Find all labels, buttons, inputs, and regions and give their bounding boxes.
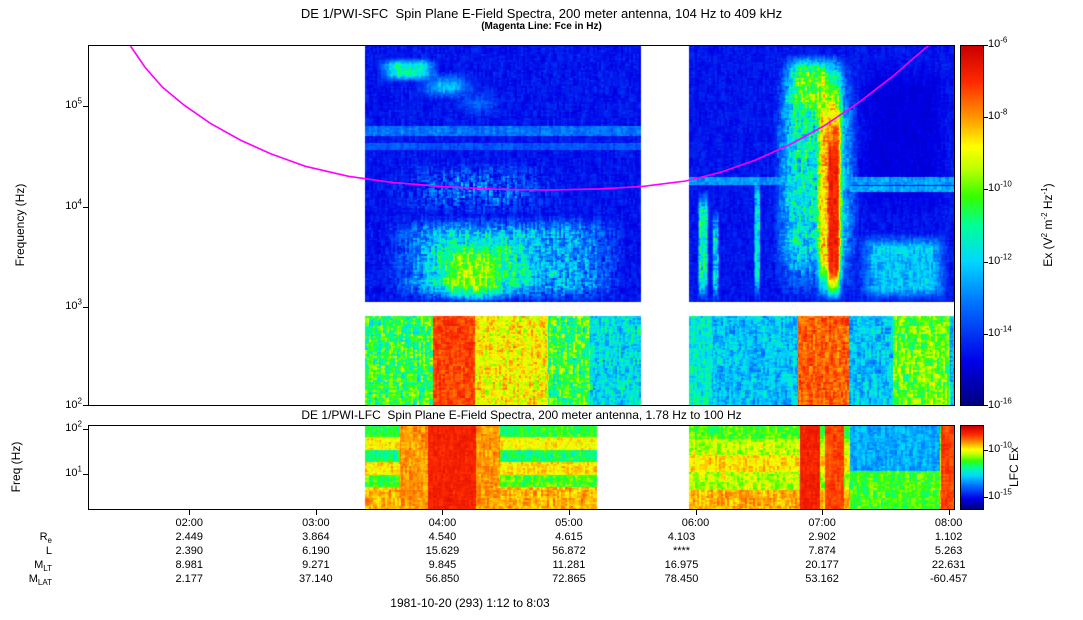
ephemeris-value: 22.631 [931,559,966,571]
time-tick-mark [189,510,191,515]
ephemeris-value: 78.450 [664,573,699,585]
sfc-colorbar-label: Ex (V2 m-2 Hz-1) [1040,183,1055,267]
sfc-y-tick-label: 104 [65,197,82,212]
ephemeris-row-label-re: Re [39,531,52,546]
ephemeris-value: 5.263 [934,545,963,557]
ephemeris-value: 7.874 [808,545,836,557]
time-tick-label: 06:00 [681,517,710,529]
time-tick-label: 08:00 [934,517,963,529]
sfc-y-tick-label: 105 [65,96,82,112]
lfc-y-tick-mark [83,429,88,431]
ephemeris-value: 20.177 [805,559,839,571]
sfc-colorbar-tick-label: 10-12 [988,251,1012,267]
lfc-y-tick-label: 101 [65,463,82,479]
ephemeris-row-label-mlt: MLT [34,559,52,574]
time-tick-mark [695,510,697,515]
time-tick-label: 03:00 [302,517,330,529]
sfc-colorbar-tick-label: 10-10 [988,179,1012,195]
time-tick-label: 02:00 [175,517,204,529]
sfc-colorbar-tick-label: 10-16 [988,396,1012,411]
ephemeris-value: 37.140 [299,573,333,585]
lfc-title: DE 1/PWI-LFC Spin Plane E-Field Spectra,… [301,408,742,422]
ephemeris-value: 56.872 [552,545,586,557]
ephemeris-value: 2.177 [175,573,204,585]
ephemeris-value: 2.390 [175,545,204,557]
ephemeris-value: 4.540 [428,531,457,543]
sfc-y-tick-label: 103 [65,297,82,313]
ephemeris-value: 1.102 [934,531,963,543]
sfc-colorbar [960,45,984,406]
fce-line [129,46,930,191]
lfc-y-axis-label: Freq (Hz) [9,441,23,493]
sfc-y-tick-mark [83,206,88,208]
time-tick-label: 05:00 [555,517,583,529]
sfc-y-tick-mark [83,405,88,406]
footer-caption: 1981-10-20 (293) 1:12 to 8:03 [390,596,550,610]
ephemeris-value: 6.190 [302,545,330,557]
ephemeris-value: 4.103 [667,531,696,543]
sfc-colorbar-tick-mark [984,333,988,335]
sfc-y-tick-label: 102 [65,396,82,411]
sfc-colorbar-tick-mark [984,261,988,263]
sfc-spectrogram-panel [88,45,955,406]
sfc-colorbar-tick-mark [984,405,988,406]
time-tick-mark [822,510,824,515]
time-tick-mark [442,510,444,515]
ephemeris-value: 4.615 [555,531,583,543]
lfc-colorbar-canvas [961,426,983,509]
time-tick-label: 07:00 [808,517,836,529]
lfc-y-tick-label: 102 [65,419,82,435]
sfc-subtitle: (Magenta Line: Fce in Hz) [481,21,602,32]
ephemeris-value: 15.629 [425,545,460,557]
ephemeris-value: 11.281 [552,559,586,571]
lfc-colorbar [960,425,984,510]
ephemeris-value: 9.845 [428,559,457,571]
ephemeris-value: 2.449 [175,531,204,543]
ephemeris-value: 2.902 [808,531,836,543]
lfc-colorbar-tick-label: 10-10 [988,439,1012,455]
lfc-spectrogram-panel [88,425,955,510]
ephemeris-value: 8.981 [175,559,204,571]
sfc-y-tick-mark [83,307,88,309]
sfc-colorbar-canvas [961,46,983,405]
lfc-colorbar-tick-mark [984,449,988,451]
sfc-colorbar-tick-label: 10-14 [988,324,1012,339]
time-tick-mark [568,510,570,515]
ephemeris-value: 72.865 [552,573,586,585]
lfc-colorbar-tick-mark [984,497,988,499]
lfc-colorbar-label: LFC Ex [1007,447,1021,488]
lfc-spectrogram-canvas [89,426,954,509]
time-tick-mark [948,510,950,515]
ephemeris-value: 9.271 [302,559,330,571]
sfc-colorbar-tick-mark [984,189,988,191]
sfc-colorbar-tick-label: 10-6 [988,35,1008,50]
ephemeris-value: 56.850 [425,573,460,585]
sfc-y-tick-mark [83,106,88,108]
fce-polyline [129,46,930,191]
ephemeris-row-label-l: L [45,545,52,557]
time-tick-mark [315,510,317,515]
ephemeris-row-label-mlat: MLAT [28,573,52,588]
ephemeris-value: -60.457 [930,573,968,585]
time-tick-label: 04:00 [428,517,457,529]
sfc-colorbar-tick-label: 10-8 [988,107,1008,123]
sfc-colorbar-tick-mark [984,117,988,119]
sfc-title: DE 1/PWI-SFC Spin Plane E-Field Spectra,… [300,6,783,21]
ephemeris-value: 53.162 [805,573,839,585]
sfc-spectrogram-canvas [89,46,954,405]
ephemeris-value: **** [672,545,691,557]
ephemeris-value: 3.864 [302,531,330,543]
ephemeris-value: 16.975 [664,559,699,571]
sfc-y-axis-label: Frequency (Hz) [13,183,27,267]
sfc-colorbar-tick-mark [984,45,988,46]
lfc-y-tick-mark [83,473,88,475]
lfc-colorbar-tick-label: 10-15 [988,487,1012,503]
